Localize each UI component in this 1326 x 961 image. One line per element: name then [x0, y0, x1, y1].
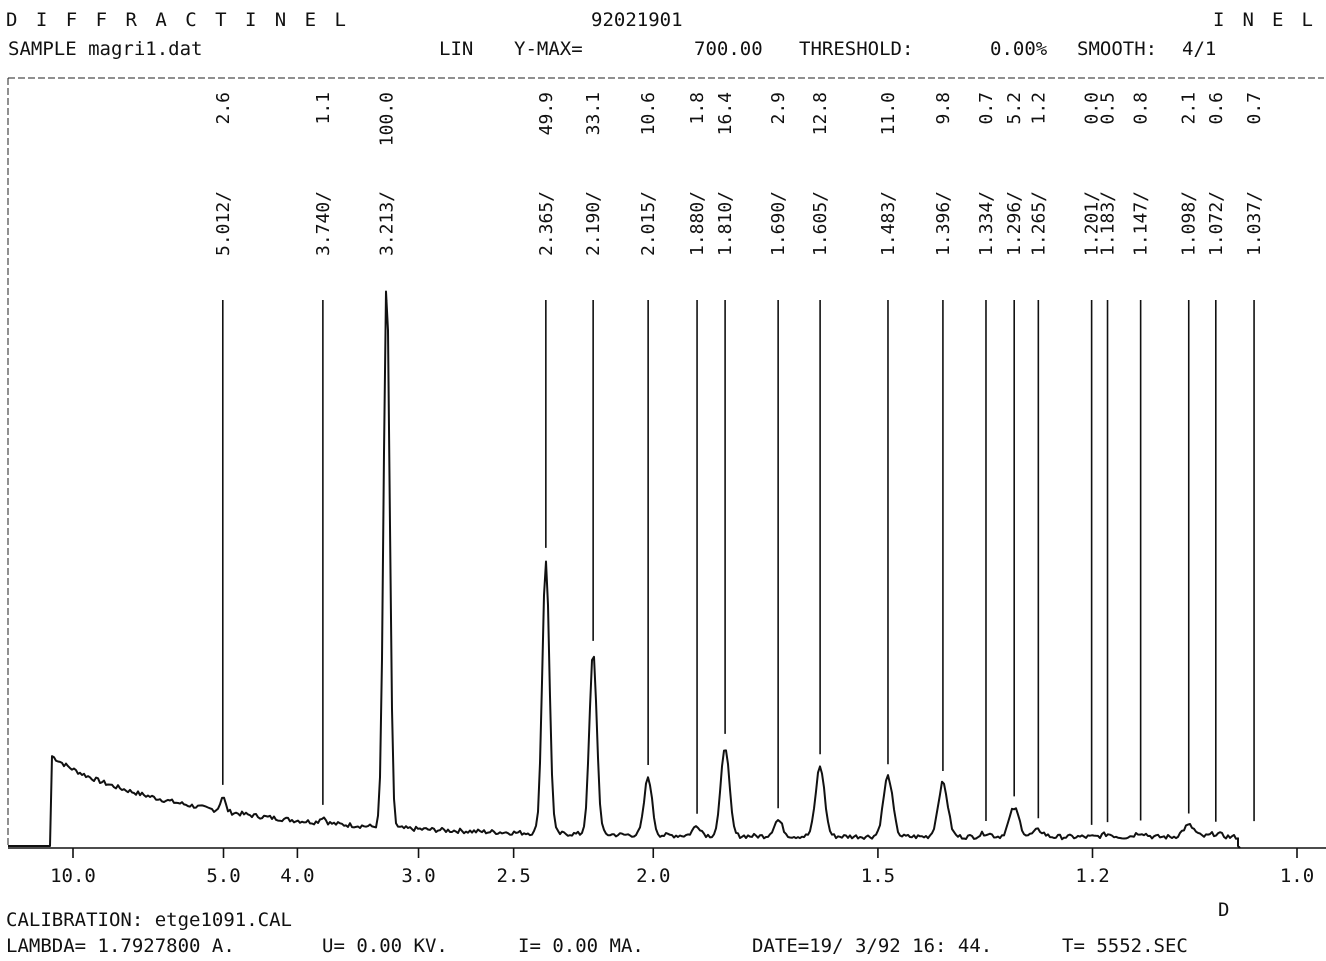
- brand-left: DIFFRACTINEL: [6, 9, 346, 31]
- peak-d-label: 1.147/: [1131, 191, 1152, 256]
- peak-d-label: 3.213/: [377, 191, 398, 256]
- peak-intensity-label: 2.9: [768, 92, 789, 125]
- ymax-value: 700.00: [694, 38, 763, 60]
- peak-intensity-label: 5.2: [1004, 92, 1025, 125]
- peak-d-label: 1.183/: [1098, 191, 1119, 256]
- peak-d-label: 1.810/: [715, 191, 736, 256]
- sample-name: SAMPLE magri1.dat: [8, 38, 202, 60]
- peak-d-label: 1.296/: [1004, 191, 1025, 256]
- lambda-info: LAMBDA= 1.7927800 A.: [6, 935, 235, 957]
- x-tick-label: 4.0: [280, 865, 314, 887]
- peak-intensity-label: 16.4: [715, 92, 736, 135]
- run-id: 92021901: [591, 9, 683, 31]
- peak-intensity-label: 12.8: [810, 92, 831, 135]
- peak-intensity-label: 49.9: [536, 92, 557, 135]
- x-tick-label: 1.2: [1075, 865, 1109, 887]
- ymax-label: Y-MAX=: [514, 38, 583, 60]
- scale-mode: LIN: [439, 38, 473, 60]
- peak-d-label: 1.334/: [976, 191, 997, 256]
- peak-d-label: 3.740/: [313, 191, 334, 256]
- peak-intensity-label: 0.6: [1206, 92, 1227, 125]
- peak-d-label: 1.098/: [1179, 191, 1200, 256]
- peak-intensity-label: 0.7: [976, 92, 997, 125]
- peak-intensity-label: 2.1: [1179, 92, 1200, 125]
- peak-d-label: 1.880/: [687, 191, 708, 256]
- peak-d-label: 1.265/: [1028, 191, 1049, 256]
- voltage-info: U= 0.00 KV.: [322, 935, 448, 957]
- x-axis-label: D: [1218, 899, 1229, 921]
- x-tick-label: 2.0: [636, 865, 670, 887]
- peak-intensity-label: 2.6: [213, 92, 234, 125]
- peak-intensity-label: 10.6: [638, 92, 659, 135]
- peak-d-label: 2.190/: [583, 191, 604, 256]
- peak-intensity-label: 1.1: [313, 92, 334, 125]
- peak-intensity-label: 33.1: [583, 92, 604, 135]
- peak-d-label: 2.015/: [638, 191, 659, 256]
- x-tick-label: 10.0: [50, 865, 96, 887]
- threshold-label: THRESHOLD:: [799, 38, 913, 60]
- x-tick-label: 5.0: [206, 865, 240, 887]
- peak-intensity-label: 0.7: [1244, 92, 1265, 125]
- smooth-label: SMOOTH:: [1077, 38, 1157, 60]
- peak-intensity-label: 1.2: [1028, 92, 1049, 125]
- time-info: T= 5552.SEC: [1062, 935, 1188, 957]
- threshold-value: 0.00%: [990, 38, 1048, 60]
- x-tick-label: 3.0: [401, 865, 435, 887]
- peak-intensity-label: 11.0: [878, 92, 899, 135]
- calibration-info: CALIBRATION: etge1091.CAL: [6, 909, 292, 931]
- current-info: I= 0.00 MA.: [518, 935, 644, 957]
- peak-d-label: 1.690/: [768, 191, 789, 256]
- peak-d-label: 1.201/: [1082, 191, 1103, 256]
- peak-intensity-label: 0.5: [1098, 92, 1119, 125]
- peak-intensity-label: 100.0: [377, 92, 398, 146]
- peak-intensity-label: 0.0: [1082, 92, 1103, 125]
- x-tick-label: 2.5: [496, 865, 530, 887]
- peak-d-label: 1.037/: [1244, 191, 1265, 256]
- x-tick-label: 1.0: [1280, 865, 1314, 887]
- peak-d-label: 1.483/: [878, 191, 899, 256]
- peak-intensity-label: 0.8: [1131, 92, 1152, 125]
- brand-right: INEL: [1213, 9, 1313, 31]
- peak-d-label: 1.072/: [1206, 191, 1227, 256]
- peak-d-label: 5.012/: [213, 191, 234, 256]
- peak-d-label: 1.396/: [933, 191, 954, 256]
- date-info: DATE=19/ 3/92 16: 44.: [752, 935, 992, 957]
- diffraction-trace: [8, 290, 1241, 849]
- peak-intensity-label: 1.8: [687, 92, 708, 125]
- x-tick-label: 1.5: [861, 865, 895, 887]
- peak-d-label: 1.605/: [810, 191, 831, 256]
- peak-d-label: 2.365/: [536, 191, 557, 256]
- smooth-value: 4/1: [1182, 38, 1216, 60]
- peak-intensity-label: 9.8: [933, 92, 954, 125]
